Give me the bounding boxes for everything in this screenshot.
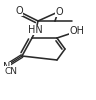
Text: OH: OH <box>70 26 84 36</box>
Text: O: O <box>15 6 23 16</box>
Text: O: O <box>55 7 63 17</box>
Text: N: N <box>3 62 11 72</box>
Text: HN: HN <box>28 25 42 35</box>
Text: CN: CN <box>5 66 17 76</box>
